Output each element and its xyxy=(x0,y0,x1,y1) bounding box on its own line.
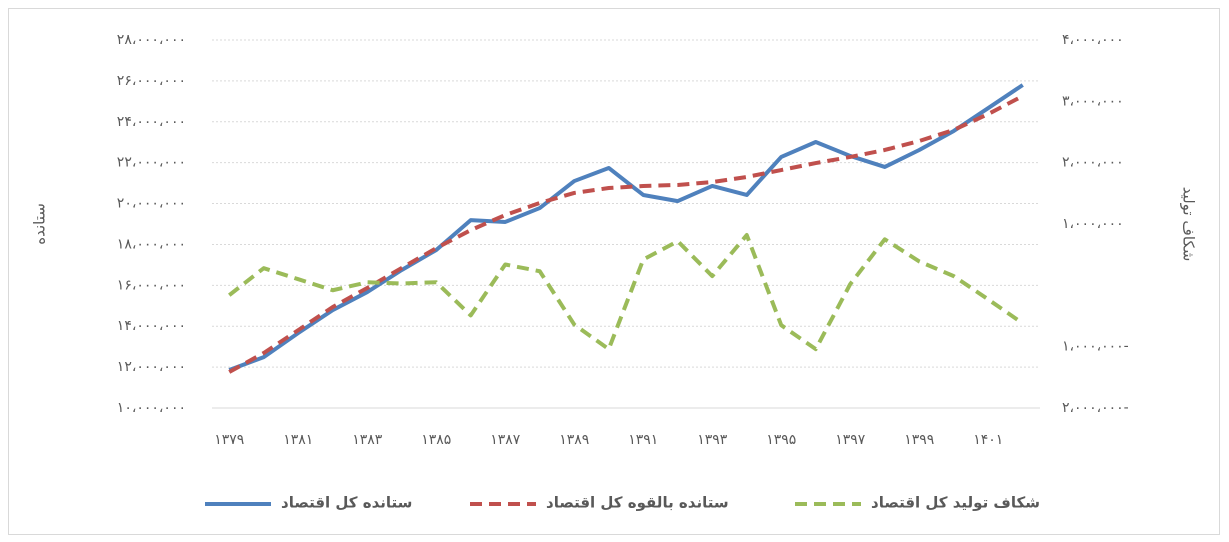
x-tick-label: ۱۳۸۵ xyxy=(421,432,451,448)
chart-border xyxy=(8,8,1220,535)
x-tick-label: ۱۳۹۵ xyxy=(766,432,796,448)
y-tick-label: ۲۴،۰۰۰،۰۰۰ xyxy=(117,114,186,130)
y2-tick-label: ۴،۰۰۰،۰۰۰ xyxy=(1062,32,1124,48)
y2-tick-label: ۲،۰۰۰،۰۰۰ xyxy=(1062,155,1124,171)
legend-label: ستانده کل اقتصاد xyxy=(281,494,412,512)
x-tick-label: ۱۳۹۳ xyxy=(697,432,728,448)
x-tick-label: ۱۳۷۹ xyxy=(214,432,244,448)
x-tick-label: ۱۳۸۳ xyxy=(352,432,383,448)
y2-axis-title: شکاف تولید xyxy=(1180,187,1198,262)
y-tick-label: ۱۰،۰۰۰،۰۰۰ xyxy=(117,400,186,416)
x-tick-label: ۱۳۹۷ xyxy=(835,432,866,448)
y-tick-label: ۲۲،۰۰۰،۰۰۰ xyxy=(117,155,186,171)
x-tick-label: ۱۳۹۹ xyxy=(904,432,934,448)
series-line xyxy=(228,83,1024,372)
y-tick-label: ۲۰،۰۰۰،۰۰۰ xyxy=(117,196,186,212)
legend-label: شکاف تولید کل اقتصاد xyxy=(871,494,1040,512)
y-tick-label: ۱۴،۰۰۰،۰۰۰ xyxy=(117,318,186,334)
legend-label: ستانده بالقوه کل اقتصاد xyxy=(546,494,729,512)
x-tick-label: ۱۳۸۷ xyxy=(490,432,521,448)
y2-tick-label: ۲،۰۰۰،۰۰۰- xyxy=(1062,400,1129,416)
x-tick-label: ۱۳۹۱ xyxy=(628,432,658,448)
series-line xyxy=(228,233,1024,352)
y-tick-label: ۲۸،۰۰۰،۰۰۰ xyxy=(117,32,186,48)
y2-tick-label: ۳،۰۰۰،۰۰۰ xyxy=(1062,93,1124,109)
y2-tick-label: ۱،۰۰۰،۰۰۰ xyxy=(1062,216,1124,232)
y-tick-label: ۱۸،۰۰۰،۰۰۰ xyxy=(117,236,186,252)
x-tick-label: ۱۳۸۱ xyxy=(283,432,313,448)
x-tick-label: ۱۴۰۱ xyxy=(973,432,1003,448)
series-line xyxy=(228,94,1024,374)
y-tick-label: ۱۲،۰۰۰،۰۰۰ xyxy=(117,359,186,375)
y-tick-label: ۲۶،۰۰۰،۰۰۰ xyxy=(117,73,186,89)
y2-tick-label: ۱،۰۰۰،۰۰۰- xyxy=(1062,339,1129,355)
y-tick-label: ۱۶،۰۰۰،۰۰۰ xyxy=(117,277,186,293)
y-axis-title: ستانده xyxy=(31,203,49,245)
x-tick-label: ۱۳۸۹ xyxy=(559,432,589,448)
